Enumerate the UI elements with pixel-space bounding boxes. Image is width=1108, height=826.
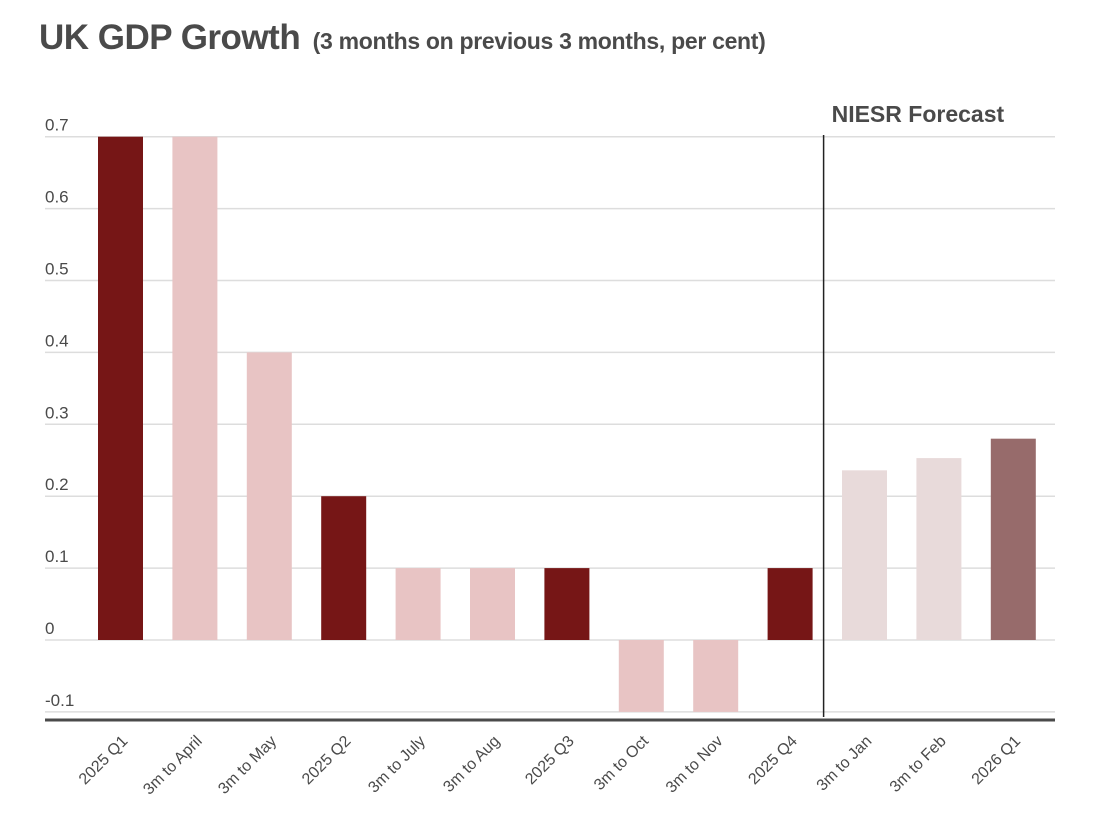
x-tick-label: 2026 Q1 bbox=[969, 733, 1024, 788]
y-tick-label: 0.4 bbox=[45, 331, 69, 350]
bar bbox=[693, 640, 739, 712]
x-tick-label: 3m to July bbox=[365, 733, 429, 797]
x-tick-label: 2025 Q2 bbox=[299, 733, 354, 788]
x-tick-label: 3m to April bbox=[140, 733, 205, 798]
bar bbox=[172, 136, 218, 640]
x-tick-label: 3m to Aug bbox=[440, 733, 503, 796]
bar bbox=[321, 496, 367, 640]
bar bbox=[98, 136, 143, 640]
y-tick-label: 0.2 bbox=[45, 475, 69, 494]
x-tick-label: 3m to Nov bbox=[663, 733, 727, 797]
bar bbox=[842, 470, 887, 640]
y-tick-label: 0 bbox=[45, 619, 54, 638]
bar bbox=[990, 438, 1036, 640]
x-tick-label: 2025 Q4 bbox=[745, 733, 800, 788]
x-tick-label: 2025 Q1 bbox=[76, 733, 131, 788]
bar bbox=[246, 352, 292, 640]
bar bbox=[470, 568, 515, 640]
y-tick-label: 0.5 bbox=[45, 260, 69, 279]
y-tick-label: 0.3 bbox=[45, 403, 69, 422]
x-tick-label: 3m to Jan bbox=[814, 733, 876, 795]
x-axis-labels: 2025 Q1 3m to April 3m to May 2025 Q2 3m to … bbox=[76, 732, 1024, 798]
forecast-annotation: NIESR Forecast bbox=[832, 101, 1005, 127]
y-axis-labels: 0.7 0.6 0.5 0.4 0.3 0.2 0.1 0 -0.1 bbox=[45, 116, 74, 710]
bar bbox=[767, 568, 813, 640]
y-tick-label: -0.1 bbox=[45, 691, 74, 710]
x-tick-label: 2025 Q3 bbox=[522, 733, 577, 788]
x-tick-label: 3m to Feb bbox=[887, 733, 950, 796]
chart-subtitle: (3 months on previous 3 months, per cent… bbox=[312, 28, 766, 54]
y-tick-label: 0.1 bbox=[45, 547, 69, 566]
annotations: NIESR Forecast bbox=[45, 101, 1055, 722]
bar bbox=[544, 568, 590, 640]
x-tick-label: 3m to May bbox=[215, 733, 280, 798]
bar bbox=[395, 568, 441, 640]
bar bbox=[916, 458, 962, 640]
y-tick-label: 0.7 bbox=[45, 116, 69, 135]
bar bbox=[618, 640, 664, 712]
x-tick-label: 3m to Oct bbox=[591, 732, 652, 793]
bars bbox=[98, 136, 1036, 712]
y-tick-label: 0.6 bbox=[45, 188, 69, 207]
chart-title: UK GDP Growth bbox=[39, 18, 301, 57]
chart-title-block: UK GDP Growth (3 months on previous 3 mo… bbox=[39, 18, 766, 58]
